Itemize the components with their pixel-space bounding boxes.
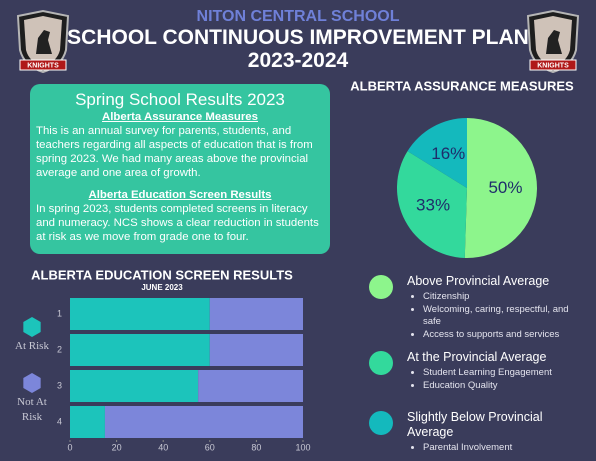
detail-item: Access to supports and services — [423, 329, 583, 342]
bar-segment — [198, 370, 303, 402]
bar-segment — [70, 334, 210, 366]
section-body: In spring 2023, students completed scree… — [36, 203, 319, 243]
section-heading: Alberta Education Screen Results — [88, 189, 272, 201]
section-heading: Alberta Assurance Measures — [102, 111, 258, 123]
chart-title: ALBERTA EDUCATION SCREEN RESULTS — [31, 267, 293, 282]
bar-segment — [209, 334, 303, 366]
logo-text: KNIGHTS — [537, 62, 569, 69]
bar-segment — [70, 406, 105, 438]
text-box: Spring School Results 2023 Alberta Assur… — [30, 84, 330, 254]
chart-title: ALBERTA ASSURANCE MEASURES — [350, 78, 574, 93]
chart-subtitle: JUNE 2023 — [141, 283, 183, 292]
x-tick-label: 0 — [67, 442, 72, 452]
x-tick-label: 60 — [205, 442, 215, 452]
legend-swatch — [369, 351, 393, 375]
legend-swatch — [369, 275, 393, 299]
banner — [529, 59, 577, 71]
y-tick-label: 4 — [57, 416, 62, 426]
page-year: 2023-2024 — [247, 49, 349, 72]
school-name: NITON CENTRAL SCHOOL — [196, 8, 400, 25]
page-title: SCHOOL CONTINUOUS IMPROVEMENT PLAN — [67, 26, 529, 49]
banner — [19, 59, 67, 71]
legend-label: Above Provincial AverageCitizenshipWelco… — [407, 274, 569, 341]
bar-segment — [104, 406, 303, 438]
detail-item: Education Quality — [423, 380, 583, 393]
legend-swatch — [369, 411, 393, 435]
x-tick-label: 80 — [251, 442, 261, 452]
legend-swatch — [23, 317, 41, 337]
pie-slice — [407, 118, 467, 188]
logo: KNIGHTS — [16, 10, 70, 74]
legend-label: At Risk — [15, 340, 49, 352]
x-tick-label: 40 — [158, 442, 168, 452]
legend-details: CitizenshipWelcoming, caring, respectful… — [407, 291, 583, 341]
slice-label: 33% — [416, 196, 450, 215]
bar-segment — [209, 298, 303, 330]
y-tick-label: 2 — [57, 344, 62, 354]
section-body: This is an annual survey for parents, st… — [36, 125, 313, 179]
legend-label: Slightly Below Provincial AverageParenta… — [407, 410, 567, 455]
detail-item: Parental Involvement — [423, 442, 583, 455]
bar-segment — [70, 370, 199, 402]
knight — [36, 30, 52, 54]
legend-details: Student Learning EngagementEducation Qua… — [407, 367, 583, 392]
bar-segment — [70, 298, 210, 330]
y-tick-label: 3 — [57, 380, 62, 390]
legend-swatch — [23, 373, 41, 393]
slice-label: 16% — [431, 144, 465, 163]
slice-label: 50% — [488, 178, 522, 197]
detail-item: Welcoming, caring, respectful, and safe — [423, 304, 583, 329]
knight — [546, 30, 562, 54]
y-tick-label: 1 — [57, 308, 62, 318]
x-tick-label: 100 — [295, 442, 310, 452]
legend-details: Parental Involvement — [407, 442, 583, 455]
logo: KNIGHTS — [526, 10, 580, 74]
detail-item: Student Learning Engagement — [423, 367, 583, 380]
detail-item: Citizenship — [423, 291, 583, 304]
legend-label: Not At Risk — [17, 396, 47, 423]
pie-slice — [397, 151, 467, 258]
pie-slice — [464, 117, 538, 258]
logo-text: KNIGHTS — [27, 62, 59, 69]
legend-label: At the Provincial AverageStudent Learnin… — [407, 350, 567, 392]
x-tick-label: 20 — [112, 442, 122, 452]
box-title: Spring School Results 2023 — [75, 90, 285, 109]
